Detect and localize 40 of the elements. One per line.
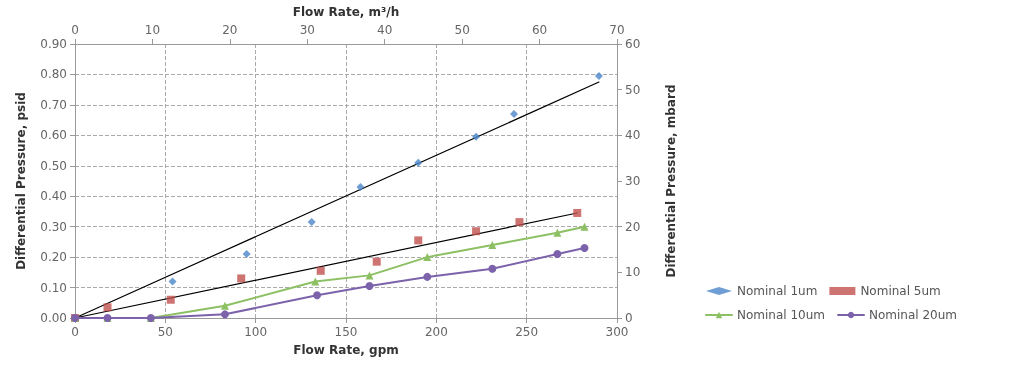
legend-label: Nominal 1um [737, 284, 818, 298]
y-axis-title: Differential Pressure, psid [14, 92, 28, 270]
x-tick-label: 300 [605, 325, 629, 339]
x2-tick-label: 60 [531, 23, 548, 37]
y-tick-label: 0.50 [40, 158, 67, 173]
y2-axis-title: Differential Pressure, mbard [664, 84, 678, 278]
x2-tick-label: 20 [222, 23, 238, 37]
legend-label: Nominal 20um [869, 308, 958, 322]
x-tick-label: 200 [424, 325, 448, 339]
x-tick-label: 100 [244, 325, 268, 339]
y2-tick-label: 0 [625, 311, 633, 325]
y-tick-label: 0.60 [40, 128, 67, 143]
y-tick-label: 0.20 [40, 250, 67, 265]
y2-tick-label: 60 [625, 37, 641, 51]
y-tick-label: 0.40 [40, 189, 67, 204]
y-tick-label: 0.30 [40, 219, 67, 234]
x2-tick-label: 50 [454, 23, 470, 37]
legend-label: Nominal 10um [737, 308, 826, 322]
y-tick-label: 0.00 [40, 311, 67, 325]
x2-tick-label: 70 [609, 23, 625, 37]
y-tick-label: 0.10 [40, 280, 67, 295]
x2-tick-label: 40 [377, 23, 393, 37]
x-tick-label: 0 [71, 325, 79, 339]
y2-tick-label: 10 [625, 265, 641, 280]
y-tick-label: 0.70 [40, 97, 67, 112]
legend-label: Nominal 5um [860, 284, 941, 298]
x2-axis-title: Flow Rate, m³/h [292, 5, 400, 19]
x2-tick-label: 0 [71, 23, 79, 37]
y-tick-label: 0.80 [40, 67, 67, 82]
x-tick-label: 150 [334, 325, 358, 339]
y2-tick-label: 40 [625, 128, 641, 143]
x2-tick-label: 10 [144, 23, 161, 37]
x-tick-label: 50 [157, 325, 173, 339]
x-tick-label: 250 [515, 325, 539, 339]
y2-tick-label: 20 [625, 219, 641, 234]
x-axis-title: Flow Rate, gpm [293, 343, 399, 357]
y2-tick-label: 30 [625, 174, 641, 188]
y-tick-label: 0.90 [40, 37, 67, 51]
x2-tick-label: 30 [299, 23, 315, 37]
y2-tick-label: 50 [625, 82, 641, 97]
